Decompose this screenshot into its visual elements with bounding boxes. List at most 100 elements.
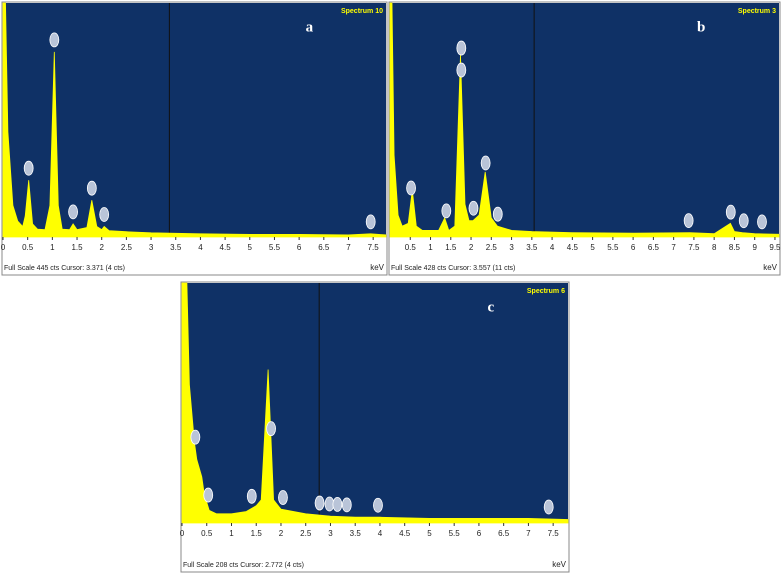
x-tick-label: 4 [550,243,555,252]
x-tick-label: 4.5 [399,529,411,538]
panel-label: b [697,19,705,35]
peak-marker [278,490,288,505]
x-tick-label: 6.5 [318,243,330,252]
x-tick-label: 6.5 [498,529,510,538]
x-tick-label: 0.5 [405,243,417,252]
x-tick-label: 0 [1,243,6,252]
peak-marker [468,200,479,216]
x-tick-label: 2.5 [486,243,498,252]
peak-marker [332,496,343,512]
peak-marker [757,214,767,230]
plot-area [390,3,779,237]
x-unit: keV [370,263,384,272]
x-tick-label: 2 [99,243,104,252]
x-tick-label: 5 [248,243,253,252]
spectrum-title: Spectrum 3 [738,8,776,15]
peak-marker [314,495,325,511]
peak-marker [341,497,352,513]
x-tick-label: 4.5 [220,243,232,252]
peak-marker [190,429,201,445]
x-tick-label: 6 [631,243,636,252]
spectrum-area [2,2,387,238]
peak-marker [456,62,467,78]
x-tick-label: 3 [328,529,333,538]
x-tick-label: 8.5 [729,243,741,252]
peak-marker [543,499,554,515]
footer-text: Full Scale 428 cts Cursor: 3.557 (11 cts… [391,265,515,272]
peak-marker [365,214,376,230]
plot-area [3,3,386,237]
plot-area [182,283,568,523]
x-unit: keV [763,263,777,272]
x-tick-label: 2.5 [121,243,133,252]
x-tick-label: 3.5 [350,529,362,538]
x-tick-label: 1.5 [251,529,263,538]
x-tick-label: 6.5 [648,243,660,252]
footer-text: Full Scale 208 cts Cursor: 2.772 (4 cts) [183,562,304,569]
panel-label: a [306,19,314,35]
x-unit: keV [552,560,566,569]
peak-marker [738,213,749,229]
x-tick-label: 4.5 [567,243,579,252]
peak-marker [68,204,78,220]
spectrum-panel: 0.5 1 1.5 2 2.5 3 3.5 4 4.5 5 5.5 6 6.5 7 7.5 8 8.5 9 9.5 k… [388,1,781,276]
x-tick-label: 2 [279,529,284,538]
x-tick-label: 6 [297,243,302,252]
x-tick-label: 7.5 [688,243,700,252]
spectrum-title: Spectrum 10 [341,8,383,15]
x-tick-label: 5 [590,243,595,252]
peak-marker [203,487,214,503]
x-tick-label: 7 [526,529,531,538]
x-tick-label: 3 [509,243,514,252]
x-tick-label: 7.5 [368,243,380,252]
peak-marker [99,207,110,222]
peak-marker [246,488,257,504]
footer-text: Full Scale 445 cts Cursor: 3.371 (4 cts) [4,265,125,272]
x-tick-label: 5.5 [449,529,461,538]
spectrum-panel: 0 0.5 1 1.5 2 2.5 3 3.5 4 4.5 5 5.5 6 6.5 7 7.5 keV Full … [1,1,388,276]
x-tick-label: 4 [198,243,203,252]
peak-marker [492,206,503,222]
peak-marker [683,213,694,229]
x-tick-label: 3 [149,243,154,252]
x-tick-label: 1.5 [445,243,457,252]
x-tick-label: 5.5 [269,243,281,252]
peak-marker [266,421,276,437]
x-tick-label: 1 [229,529,234,538]
x-tick-label: 2 [469,243,474,252]
x-tick-label: 2.5 [300,529,312,538]
x-tick-label: 4 [378,529,383,538]
peak-marker [23,160,34,176]
peak-marker [456,40,467,56]
x-tick-label: 0.5 [22,243,34,252]
x-tick-label: 5.5 [607,243,619,252]
spectrum-title: Spectrum 6 [527,288,565,295]
spectrum-area [389,2,780,238]
spectrum-panel: 0 0.5 1 1.5 2 2.5 3 3.5 4 4.5 5 5.5 6 6.5 7 7.5 keV Full … [180,281,570,573]
x-tick-label: 7.5 [548,529,560,538]
peak-marker [441,203,452,219]
x-tick-label: 7 [671,243,676,252]
peak-marker [725,204,736,220]
x-tick-label: 9.5 [769,243,781,252]
x-tick-label: 3.5 [526,243,538,252]
peak-marker [86,180,97,196]
x-tick-label: 1.5 [71,243,83,252]
peak-marker [49,32,60,48]
x-tick-label: 1 [50,243,55,252]
x-tick-label: 1 [428,243,433,252]
peak-marker [373,497,383,513]
x-tick-label: 7 [346,243,351,252]
panel-label: c [487,299,494,315]
spectrum-area [181,282,569,524]
x-tick-label: 8 [712,243,717,252]
x-tick-label: 6 [477,529,482,538]
x-tick-label: 9 [752,243,757,252]
x-tick-label: 0 [180,529,185,538]
x-tick-label: 5 [427,529,432,538]
peak-marker [480,155,491,171]
x-tick-label: 3.5 [170,243,182,252]
peak-marker [406,180,416,196]
x-tick-label: 0.5 [201,529,213,538]
